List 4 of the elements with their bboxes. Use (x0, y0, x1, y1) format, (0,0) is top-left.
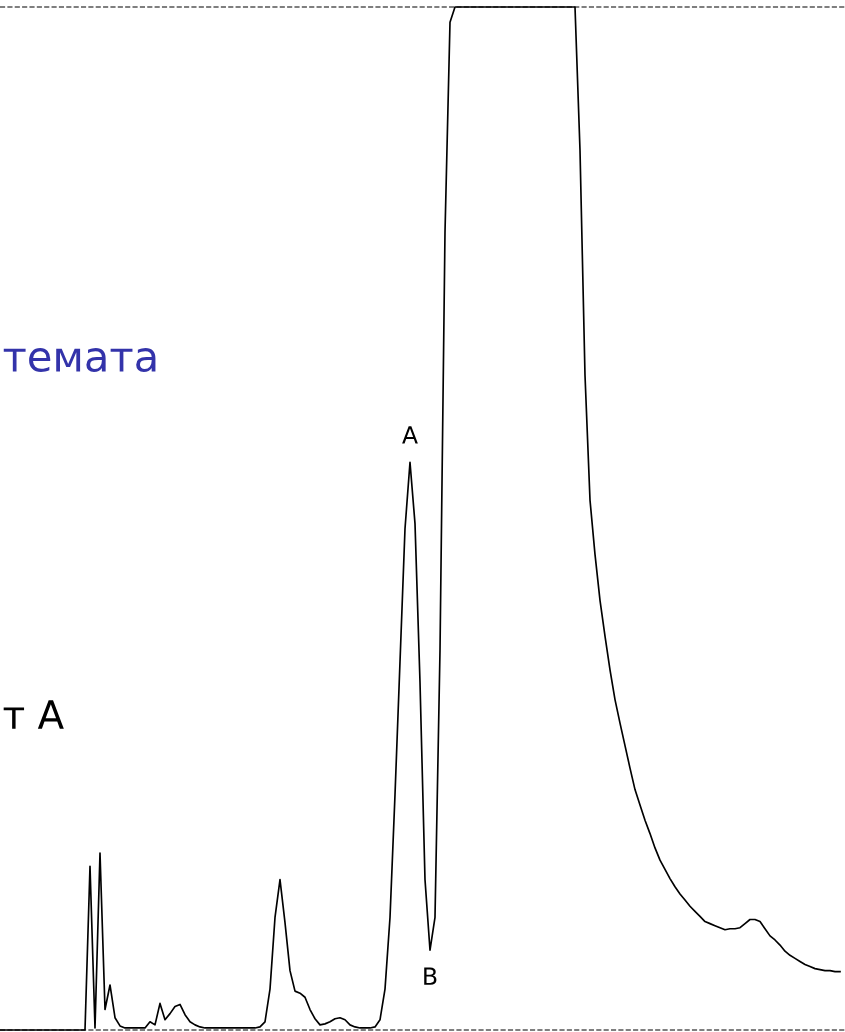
annotation: B (424, 967, 437, 985)
annotation: т A (3, 700, 64, 729)
annotation: темата (3, 348, 156, 373)
annotation: A (402, 426, 418, 444)
